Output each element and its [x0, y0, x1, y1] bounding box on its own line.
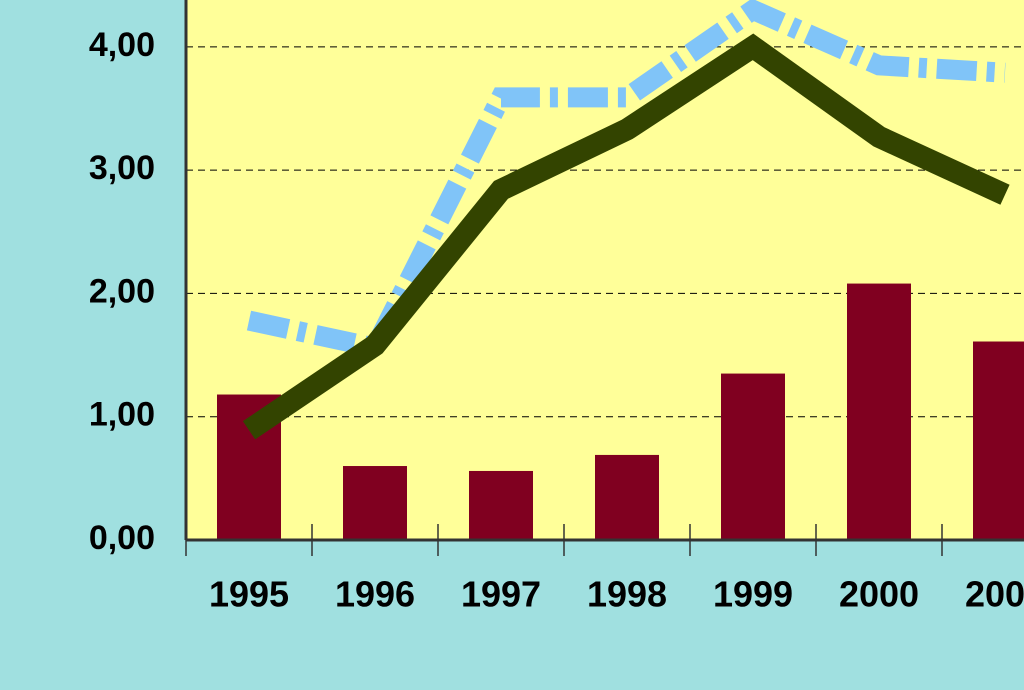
y-tick-label: 4,00	[89, 26, 155, 64]
dashed-line	[246, 0, 1006, 360]
bar	[595, 454, 659, 540]
bar	[847, 283, 911, 540]
bar	[343, 466, 407, 540]
line	[242, 33, 1010, 440]
bar	[469, 470, 533, 540]
x-tick-label: 2001	[965, 574, 1024, 615]
bar	[721, 373, 785, 540]
bar	[973, 341, 1024, 540]
y-tick-label: 2,00	[89, 272, 155, 310]
x-tick-label: 2000	[839, 574, 919, 615]
x-tick-label: 1999	[713, 574, 793, 615]
x-tick-label: 1995	[209, 574, 289, 615]
y-tick-label: 1,00	[89, 396, 155, 434]
x-tick-label: 1998	[587, 574, 667, 615]
x-tick-label: 1997	[461, 574, 541, 615]
y-tick-label: 3,00	[89, 149, 155, 187]
x-tick-label: 1996	[335, 574, 415, 615]
y-tick-label: 0,00	[89, 519, 155, 557]
